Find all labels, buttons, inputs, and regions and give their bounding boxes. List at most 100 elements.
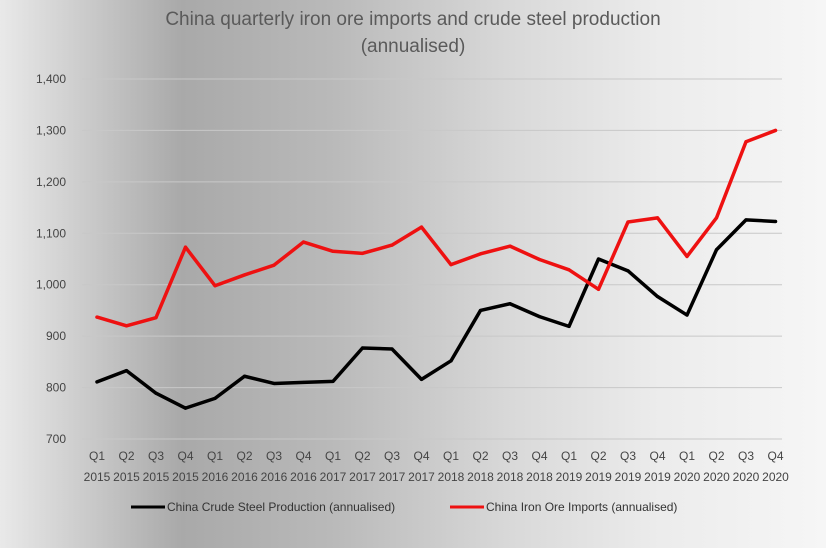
data-point-iron-ore — [626, 220, 630, 224]
x-tick-label-year: 2019 — [585, 470, 612, 484]
data-point-crude-steel — [685, 313, 689, 317]
x-tick-label-year: 2020 — [703, 470, 730, 484]
data-point-iron-ore — [596, 287, 601, 291]
y-tick-label: 1,300 — [36, 123, 66, 137]
data-point-crude-steel — [272, 381, 276, 386]
data-point-iron-ore — [154, 316, 158, 320]
x-tick-label-quarter: Q2 — [118, 449, 134, 463]
data-point-iron-ore — [655, 216, 660, 220]
x-tick-label-quarter: Q1 — [561, 449, 577, 463]
data-point-iron-ore — [567, 268, 571, 272]
x-tick-label-quarter: Q2 — [708, 449, 724, 463]
data-point-crude-steel — [714, 248, 719, 252]
x-tick-label-year: 2016 — [231, 470, 258, 484]
data-point-iron-ore — [508, 244, 512, 248]
y-tick-label: 700 — [46, 432, 66, 446]
x-tick-label-year: 2017 — [320, 470, 347, 484]
data-point-iron-ore — [478, 252, 483, 256]
data-point-iron-ore — [124, 324, 129, 328]
data-point-crude-steel — [360, 346, 365, 350]
x-tick-label-year: 2018 — [526, 470, 553, 484]
x-tick-label-year: 2015 — [84, 470, 111, 484]
data-point-crude-steel — [301, 380, 306, 385]
x-tick-label-quarter: Q3 — [502, 449, 518, 463]
data-point-iron-ore — [685, 254, 689, 259]
x-tick-label-quarter: Q3 — [266, 449, 282, 463]
y-tick-label: 1,100 — [36, 226, 66, 240]
x-tick-label-year: 2020 — [674, 470, 701, 484]
data-point-crude-steel — [478, 308, 483, 313]
data-point-crude-steel — [124, 369, 129, 373]
data-point-crude-steel — [567, 324, 571, 328]
x-tick-label-quarter: Q2 — [236, 449, 252, 463]
x-tick-label-quarter: Q3 — [148, 449, 164, 463]
data-point-iron-ore — [714, 216, 719, 220]
x-tick-label-quarter: Q4 — [767, 449, 783, 463]
data-point-crude-steel — [744, 218, 748, 222]
x-tick-label-quarter: Q1 — [679, 449, 695, 463]
data-point-crude-steel — [626, 269, 630, 273]
data-point-crude-steel — [95, 380, 99, 384]
x-tick-label-year: 2017 — [379, 470, 406, 484]
data-point-iron-ore — [773, 128, 778, 133]
x-tick-label-year: 2019 — [615, 470, 642, 484]
data-point-iron-ore — [183, 245, 188, 249]
x-tick-label-year: 2018 — [467, 470, 494, 484]
data-point-iron-ore — [95, 315, 99, 319]
data-point-crude-steel — [242, 374, 247, 378]
x-tick-label-year: 2019 — [556, 470, 583, 484]
series-lines — [95, 128, 778, 410]
x-tick-label-year: 2016 — [261, 470, 288, 484]
data-point-iron-ore — [272, 263, 276, 267]
data-point-iron-ore — [360, 251, 365, 255]
data-point-crude-steel — [331, 379, 335, 383]
y-tick-label: 1,200 — [36, 175, 66, 189]
y-tick-label: 1,000 — [36, 278, 66, 292]
x-tick-label-quarter: Q4 — [413, 449, 429, 463]
x-tick-label-quarter: Q3 — [620, 449, 636, 463]
y-tick-label: 1,400 — [36, 72, 66, 86]
chart-title-line2: (annualised) — [361, 36, 466, 57]
x-tick-label-quarter: Q1 — [443, 449, 459, 463]
data-point-iron-ore — [301, 240, 306, 244]
x-tick-label-quarter: Q1 — [89, 449, 105, 463]
x-tick-label-quarter: Q4 — [531, 449, 547, 463]
data-point-iron-ore — [419, 225, 424, 229]
data-point-iron-ore — [449, 263, 453, 267]
x-tick-label-year: 2017 — [349, 470, 376, 484]
data-point-iron-ore — [331, 249, 335, 253]
data-point-crude-steel — [390, 347, 394, 351]
x-tick-label-quarter: Q3 — [384, 449, 400, 463]
data-point-iron-ore — [213, 284, 217, 288]
x-tick-label-quarter: Q4 — [295, 449, 311, 463]
data-point-iron-ore — [242, 273, 247, 277]
x-tick-label-quarter: Q2 — [354, 449, 370, 463]
x-tick-label-year: 2018 — [497, 470, 524, 484]
x-tick-label-year: 2020 — [733, 470, 760, 484]
x-tick-label-quarter: Q2 — [472, 449, 488, 463]
x-tick-label-year: 2017 — [408, 470, 435, 484]
chart-title-line1: China quarterly iron ore imports and cru… — [165, 9, 660, 30]
x-tick-label-year: 2020 — [762, 470, 789, 484]
data-point-iron-ore — [537, 257, 542, 262]
series-line-iron-ore — [95, 128, 778, 328]
y-axis-ticks: 700 800 900 1,000 1,100 1,200 1,300 1,400 — [36, 72, 66, 446]
data-point-crude-steel — [449, 359, 453, 363]
x-tick-label-quarter: Q3 — [738, 449, 754, 463]
x-tick-label-quarter: Q1 — [207, 449, 223, 463]
x-tick-label-year: 2015 — [143, 470, 170, 484]
data-point-crude-steel — [537, 315, 542, 319]
y-tick-label: 800 — [46, 381, 66, 395]
x-tick-label-quarter: Q4 — [649, 449, 665, 463]
x-axis-ticks: Q1 2015 Q2 2015 Q3 2015 Q4 2015 Q1 2016 Q2 2016 Q3 20… — [84, 449, 790, 484]
x-tick-label-year: 2015 — [113, 470, 140, 484]
legend-label-iron-ore: China Iron Ore Imports (annualised) — [486, 500, 677, 514]
x-tick-label-year: 2016 — [202, 470, 229, 484]
x-tick-label-year: 2015 — [172, 470, 199, 484]
data-point-crude-steel — [183, 406, 188, 410]
data-point-crude-steel — [596, 257, 601, 261]
gridlines — [82, 78, 782, 440]
